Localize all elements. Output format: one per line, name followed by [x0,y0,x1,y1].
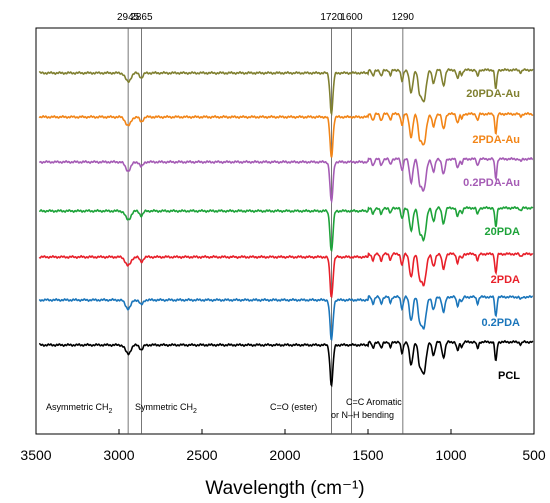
x-tick-label-1500: 1500 [352,447,383,463]
series-label-20PDA-Au: 20PDA-Au [466,88,520,100]
annotation-nh-bending: or N–H bending [331,410,394,420]
series-line-2PDA [38,251,534,299]
annotation-cc-aromatic: C=C Aromatic [346,397,402,407]
x-tick-label-3000: 3000 [103,447,134,463]
annotation-asym-ch2: Asymmetric CH2 [46,402,113,415]
x-axis: 3500 3000 2500 2000 1500 1000 500 [20,429,546,463]
series-labels: 20PDA-Au 2PDA-Au 0.2PDA-Au 20PDA 2PDA 0.2PDA P… [463,88,520,382]
series-label-20PDA: 20PDA [485,226,521,238]
series-line-0.2PDA-Au [39,156,534,204]
x-tick-label-500: 500 [522,447,546,463]
peak-label-2865: 2865 [130,12,153,23]
series-line-2PDA-Au [38,111,534,158]
annotation-co-ester: C=O (ester) [270,402,317,412]
series-label-2PDA: 2PDA [491,274,520,286]
x-tick-label-3500: 3500 [20,447,51,463]
series-label-0.2PDA: 0.2PDA [481,317,520,329]
peak-label-2945: 2945 [117,12,140,23]
series-label-PCL: PCL [498,370,520,382]
x-tick-label-2500: 2500 [186,447,217,463]
series-line-0.2PDA [38,294,534,341]
plot-frame [35,27,535,435]
spectra-layer [38,67,534,388]
series-label-0.2PDA-Au: 0.2PDA-Au [463,177,520,189]
x-tick-label-2000: 2000 [269,447,300,463]
x-axis-title: Wavelength (cm⁻¹) [205,478,364,499]
peak-label-1600: 1600 [340,12,363,23]
x-tick-label-1000: 1000 [435,447,466,463]
series-line-20PDA-Au [38,67,534,116]
series-label-2PDA-Au: 2PDA-Au [472,134,520,146]
peak-label-1720: 1720 [320,12,343,23]
peak-label-1290: 1290 [392,12,415,23]
series-line-20PDA [39,205,534,252]
annotation-sym-ch2: Symmetric CH2 [135,402,197,415]
band-annotations: Asymmetric CH2 Symmetric CH2 C=O (ester)… [46,397,402,420]
series-line-PCL [38,339,534,388]
